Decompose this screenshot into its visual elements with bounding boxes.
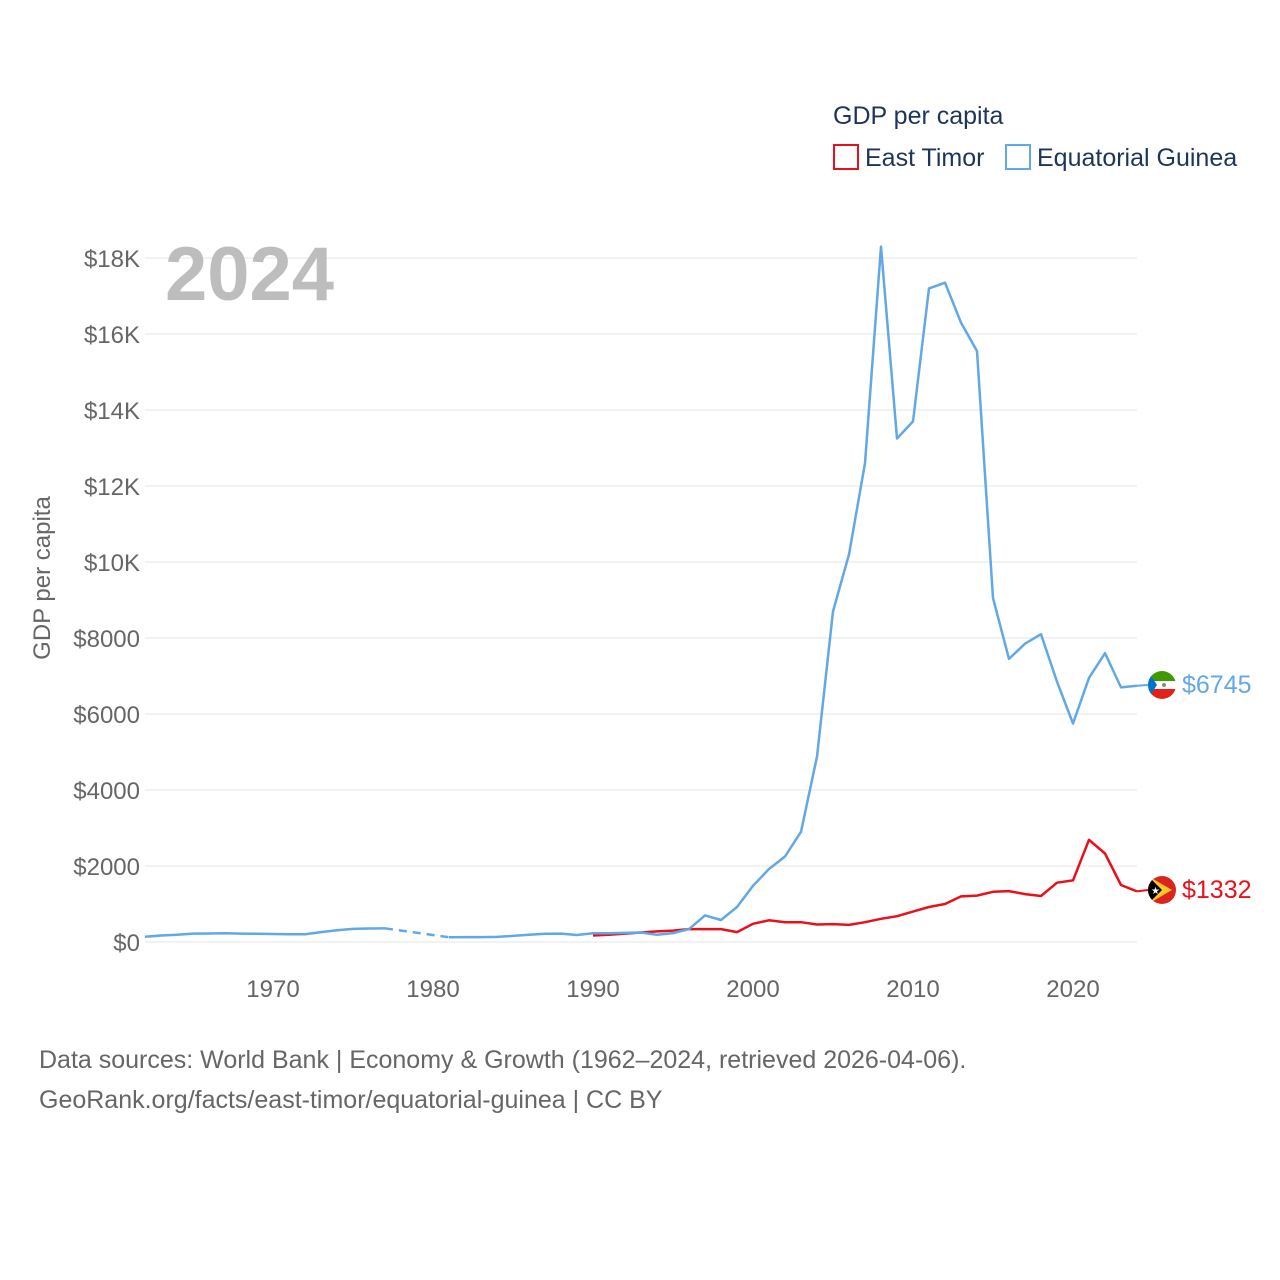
x-tick-label: 2020 xyxy=(1046,976,1099,1003)
x-tick-label: 2000 xyxy=(726,976,779,1003)
y-tick-label: $14K xyxy=(84,398,140,425)
y-axis-title: GDP per capita xyxy=(29,496,56,660)
y-tick-label: $8000 xyxy=(73,626,140,653)
legend: GDP per capita East Timor Equatorial Gui… xyxy=(833,102,1237,172)
y-tick-label: $16K xyxy=(84,322,140,349)
legend-title: GDP per capita xyxy=(833,102,1004,130)
y-tick-label: $0 xyxy=(113,930,140,957)
end-label-equatorial-guinea: $6745 xyxy=(1182,671,1252,699)
footer-sources: Data sources: World Bank | Economy & Gro… xyxy=(39,1046,967,1074)
footer: Data sources: World Bank | Economy & Gro… xyxy=(39,1040,966,1120)
series-line-equatorial-guinea xyxy=(144,927,386,938)
y-tick-label: $10K xyxy=(84,550,140,577)
y-tick-label: $18K xyxy=(84,246,140,273)
x-tick-label: 1970 xyxy=(246,976,299,1003)
y-tick-label: $6000 xyxy=(73,702,140,729)
x-tick-label: 1980 xyxy=(406,976,459,1003)
series-line-equatorial-guinea xyxy=(448,245,1138,939)
end-connector-east-timor xyxy=(1136,889,1149,893)
y-tick-label: $2000 xyxy=(73,854,140,881)
end-label-east-timor: $1332 xyxy=(1182,876,1252,904)
east-timor-flag-icon: ★ xyxy=(1148,876,1176,904)
footer-link[interactable]: GeoRank.org/facts/east-timor/equatorial-… xyxy=(39,1086,663,1114)
x-axis-ticks: 1970 1980 1990 2000 2010 2020 xyxy=(246,976,1099,1003)
legend-label-east-timor[interactable]: East Timor xyxy=(865,144,984,172)
legend-swatch-equatorial-guinea[interactable] xyxy=(1005,144,1031,170)
y-axis-ticks: $0 $2000 $4000 $6000 $8000 $10K $12K $14K $16K $1… xyxy=(73,246,140,957)
series-lines xyxy=(144,245,1149,939)
y-tick-label: $4000 xyxy=(73,778,140,805)
end-connector-equatorial-guinea xyxy=(1136,684,1149,687)
series-line-east-timor xyxy=(592,838,1138,937)
x-tick-label: 2010 xyxy=(886,976,939,1003)
x-tick-label: 1990 xyxy=(566,976,619,1003)
year-label: 2024 xyxy=(165,232,334,317)
y-tick-label: $12K xyxy=(84,474,140,501)
svg-text:★: ★ xyxy=(1151,886,1160,897)
equatorial-guinea-flag-icon xyxy=(1148,671,1176,699)
series-gap-equatorial-guinea xyxy=(384,927,450,939)
legend-swatch-east-timor[interactable] xyxy=(833,144,859,170)
legend-label-equatorial-guinea[interactable]: Equatorial Guinea xyxy=(1037,144,1237,172)
grid-lines xyxy=(145,257,1137,943)
